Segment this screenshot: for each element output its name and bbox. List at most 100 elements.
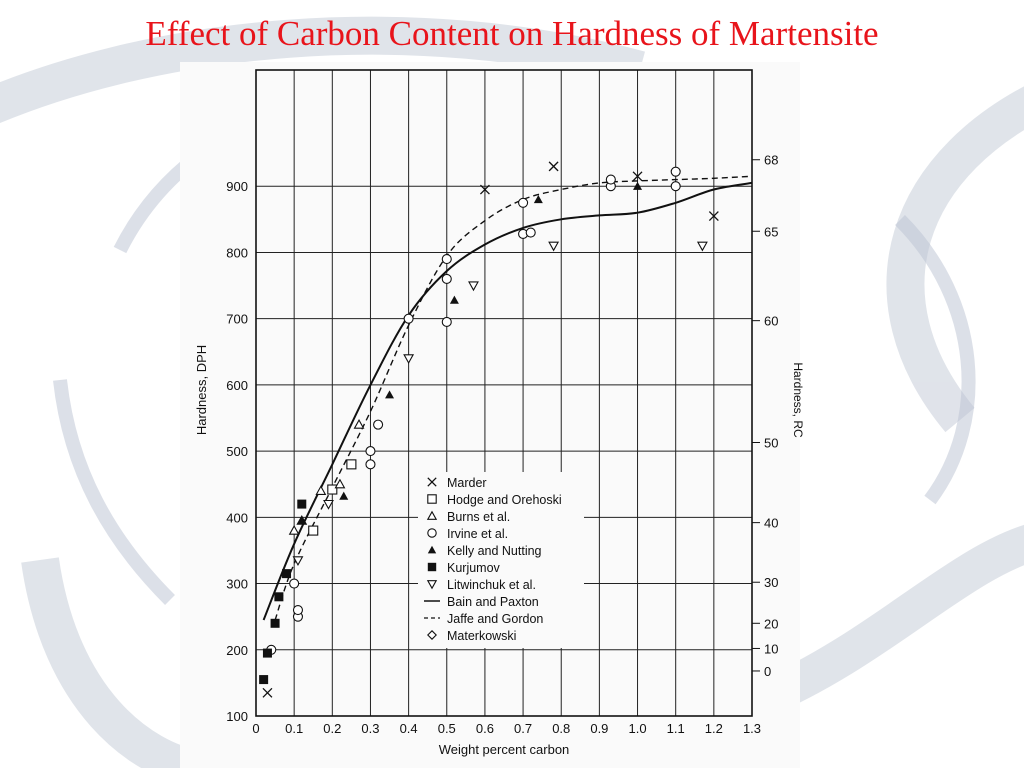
y-tick-label: 900 xyxy=(226,179,248,194)
point-marder xyxy=(479,184,490,195)
x-tick-label: 1.3 xyxy=(743,721,761,736)
legend-marker xyxy=(427,477,437,487)
point-kelly-and-nutting xyxy=(385,390,395,399)
legend: Marder Hodge and Orehoski Burns et al. Irvi… xyxy=(418,472,584,648)
right-tick-label: 40 xyxy=(764,516,778,531)
point-irvine-et-al- xyxy=(373,419,384,430)
plot-frame xyxy=(255,69,753,717)
x-tick-label: 0.8 xyxy=(552,721,570,736)
x-tick-label: 0.2 xyxy=(323,721,341,736)
x-tick-label: 0.6 xyxy=(476,721,494,736)
curve-bain-and-paxton xyxy=(262,181,753,621)
legend-marker xyxy=(427,545,437,554)
legend-marker xyxy=(426,580,438,590)
y-axis-right: 68 65 60 50 40 30 20 10 0 xyxy=(752,153,778,679)
point-kelly-and-nutting xyxy=(339,491,349,500)
x-tick-label: 0.3 xyxy=(361,721,379,736)
y-axis-left: 100 200 300 400 500 600 700 800 900 xyxy=(226,179,248,724)
point-kelly-and-nutting xyxy=(633,181,643,190)
legend-label: Burns et al. xyxy=(447,510,510,524)
legend-label: Marder xyxy=(447,476,487,490)
y-tick-label: 600 xyxy=(226,378,248,393)
y-tick-label: 400 xyxy=(226,510,248,525)
point-irvine-et-al- xyxy=(365,446,376,457)
legend-label: Irvine et al. xyxy=(447,527,508,541)
right-tick-label: 20 xyxy=(764,616,778,631)
legend-marker xyxy=(426,510,438,520)
y-tick-label: 500 xyxy=(226,444,248,459)
legend-marker xyxy=(427,562,437,572)
point-marder xyxy=(262,687,273,698)
right-tick-label: 60 xyxy=(764,314,778,329)
y-tick-label: 800 xyxy=(226,245,248,260)
point-irvine-et-al- xyxy=(670,181,681,192)
y-tick-label: 700 xyxy=(226,312,248,327)
right-tick-label: 30 xyxy=(764,575,778,590)
right-tick-label: 65 xyxy=(764,224,778,239)
point-irvine-et-al- xyxy=(289,578,300,589)
x-tick-label: 0.4 xyxy=(400,721,418,736)
point-kelly-and-nutting xyxy=(297,516,307,525)
legend-label: Materkowski xyxy=(447,629,516,643)
point-litwinchuk-et-al- xyxy=(468,281,479,292)
legend-marker xyxy=(427,630,437,640)
point-litwinchuk-et-al- xyxy=(292,556,304,567)
point-irvine-et-al- xyxy=(292,604,304,616)
legend-label: Kelly and Nutting xyxy=(447,544,542,558)
point-irvine-et-al- xyxy=(525,227,536,238)
point-irvine-et-al- xyxy=(605,174,616,185)
x-tick-label: 0 xyxy=(252,721,259,736)
y-tick-label: 300 xyxy=(226,577,248,592)
x-tick-label: 0.5 xyxy=(438,721,456,736)
point-hodge-and-orehoski xyxy=(327,484,338,495)
point-kurjumov xyxy=(274,592,284,602)
right-tick-label: 50 xyxy=(764,436,778,451)
point-kelly-and-nutting xyxy=(449,295,459,304)
legend-marker xyxy=(427,494,437,504)
point-kurjumov xyxy=(270,618,280,628)
x-axis: 0 0.1 0.2 0.3 0.4 0.5 0.6 0.7 0.8 0.9 1.0 1.1 1.2 1.3 xyxy=(252,721,761,736)
point-kurjumov xyxy=(282,569,292,579)
point-marder xyxy=(548,161,559,172)
legend-label: Jaffe and Gordon xyxy=(447,612,543,626)
y-axis-right-label: Hardness, RC xyxy=(791,362,805,438)
y-tick-label: 200 xyxy=(226,643,248,658)
point-kurjumov xyxy=(262,648,272,658)
legend-label: Litwinchuk et al. xyxy=(447,578,536,592)
x-tick-label: 0.1 xyxy=(285,721,303,736)
right-tick-label: 10 xyxy=(764,641,778,656)
point-litwinchuk-et-al- xyxy=(696,241,708,252)
slide-title: Effect of Carbon Content on Hardness of … xyxy=(145,14,879,53)
point-burns-et-al- xyxy=(288,524,300,535)
point-kurjumov xyxy=(297,499,307,509)
right-tick-label: 68 xyxy=(764,153,778,168)
point-hodge-and-orehoski xyxy=(346,459,357,470)
point-irvine-et-al- xyxy=(518,197,529,208)
point-irvine-et-al- xyxy=(441,316,452,328)
right-tick-label: 0 xyxy=(764,664,771,679)
legend-label: Hodge and Orehoski xyxy=(447,493,562,507)
y-tick-label: 100 xyxy=(226,709,248,724)
x-tick-label: 0.9 xyxy=(590,721,608,736)
point-litwinchuk-et-al- xyxy=(323,499,334,510)
x-tick-label: 1.1 xyxy=(667,721,685,736)
point-litwinchuk-et-al- xyxy=(403,354,415,365)
point-burns-et-al- xyxy=(353,418,365,429)
point-litwinchuk-et-al- xyxy=(548,241,560,252)
y-axis-label: Hardness, DPH xyxy=(194,345,209,435)
x-tick-label: 1.0 xyxy=(628,721,646,736)
point-kurjumov xyxy=(259,675,269,685)
point-irvine-et-al- xyxy=(441,273,452,284)
legend-label: Kurjumov xyxy=(447,561,501,575)
point-irvine-et-al- xyxy=(403,313,414,324)
point-irvine-et-al- xyxy=(670,166,681,177)
point-hodge-and-orehoski xyxy=(308,525,319,536)
point-burns-et-al- xyxy=(334,478,346,489)
legend-label: Bain and Paxton xyxy=(447,595,539,609)
point-burns-et-al- xyxy=(315,485,327,495)
point-kelly-and-nutting xyxy=(533,194,543,204)
legend-marker xyxy=(427,528,437,538)
x-tick-label: 0.7 xyxy=(514,721,532,736)
chart-panel xyxy=(180,62,800,768)
